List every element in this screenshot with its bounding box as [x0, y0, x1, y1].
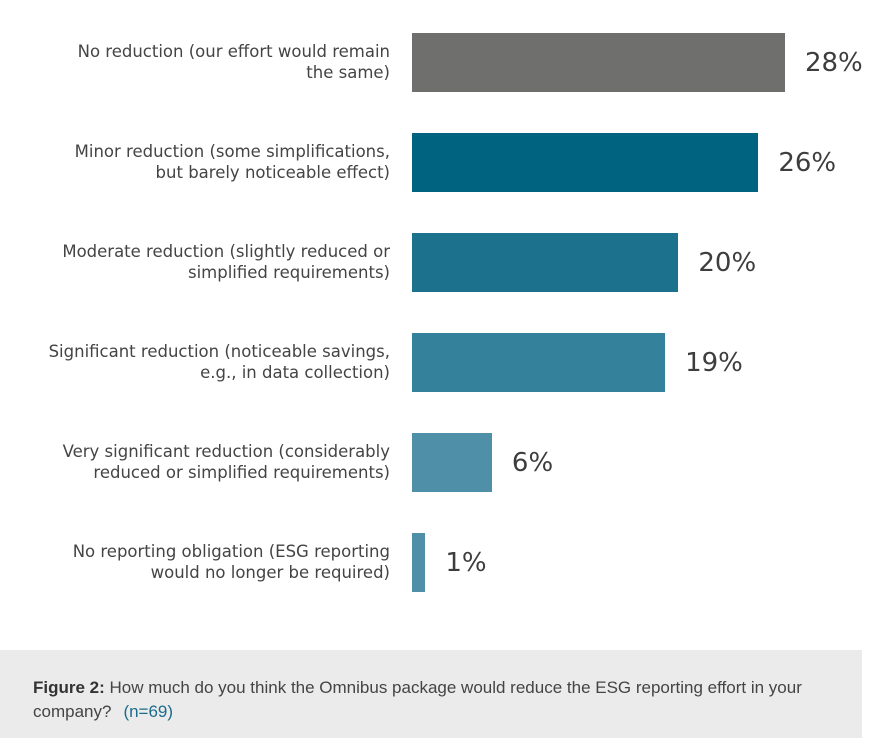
bar — [412, 233, 679, 292]
category-label: Moderate reduction (slightly reduced or s… — [0, 241, 390, 283]
figure-caption: Figure 2: How much do you think the Omni… — [33, 676, 823, 724]
category-label-line: Significant reduction (noticeable saving… — [48, 342, 390, 361]
bar — [412, 33, 785, 92]
value-label: 20% — [698, 248, 757, 278]
value-label: 26% — [778, 148, 837, 178]
bar-chart: No reduction (our effort would remain the… — [0, 33, 863, 592]
caption-question: How much do you think the Omnibus packag… — [33, 678, 802, 721]
bar — [412, 133, 759, 192]
category-label: Minor reduction (some simplifications, bu… — [0, 141, 390, 183]
category-label: Significant reduction (noticeable saving… — [0, 341, 390, 383]
bar — [412, 333, 666, 392]
category-label-line: e.g., in data collection) — [200, 363, 390, 382]
sample-size: (n=69) — [123, 702, 174, 721]
category-label-line: would no longer be required) — [150, 563, 390, 582]
category-label: No reporting obligation (ESG reporting wo… — [0, 541, 390, 583]
category-label-line: the same) — [306, 63, 390, 82]
value-label: 28% — [804, 48, 863, 78]
figure-label: Figure 2: — [33, 678, 105, 697]
category-label-line: No reporting obligation (ESG reporting — [72, 542, 390, 561]
category-label: Very significant reduction (considerably… — [0, 441, 390, 483]
category-label-line: Very significant reduction (considerably — [62, 442, 390, 461]
category-label-line: Moderate reduction (slightly reduced or — [62, 242, 390, 261]
category-label-line: Minor reduction (some simplifications, — [74, 142, 390, 161]
figure-caption-box: Figure 2: How much do you think the Omni… — [0, 650, 862, 738]
category-label-line: reduced or simplified requirements) — [93, 463, 390, 482]
value-label: 1% — [445, 548, 487, 578]
category-label-line: No reduction (our effort would remain — [77, 42, 390, 61]
category-label-line: but barely noticeable effect) — [155, 163, 390, 182]
bar — [412, 433, 492, 492]
category-label-line: simplified requirements) — [187, 263, 390, 282]
value-label: 6% — [511, 448, 554, 478]
category-label: No reduction (our effort would remain the… — [0, 41, 390, 83]
value-label: 19% — [685, 348, 743, 378]
bar — [412, 533, 426, 592]
